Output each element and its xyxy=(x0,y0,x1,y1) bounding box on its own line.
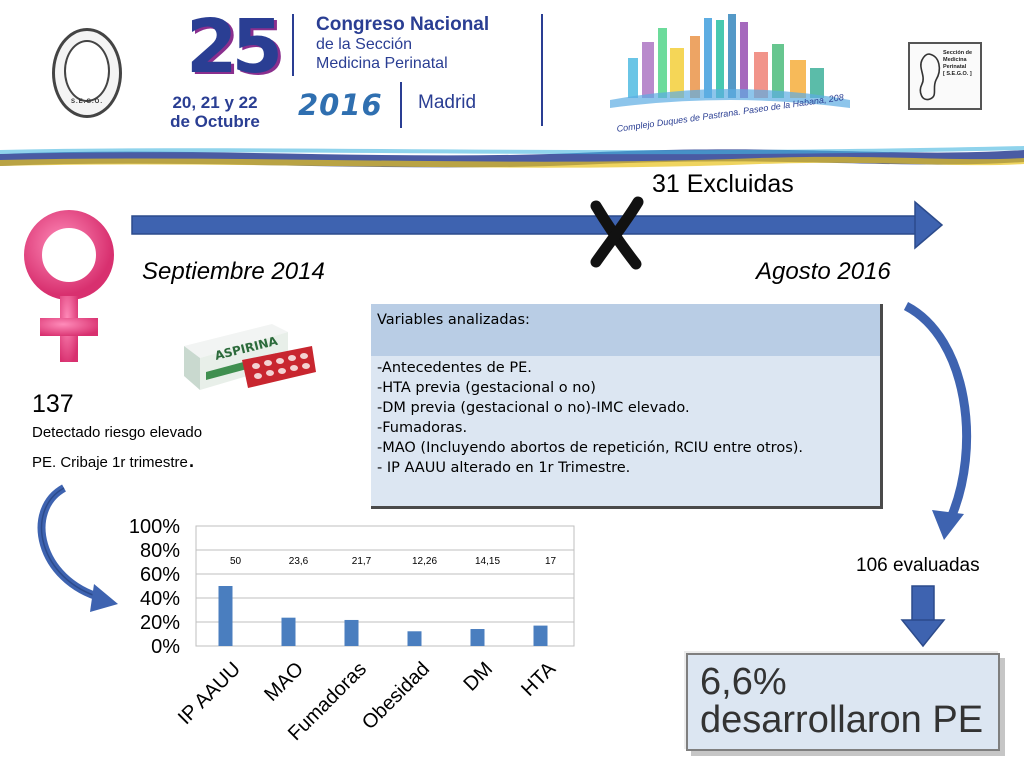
sego-seal-text: S.E.G.O. xyxy=(70,99,103,105)
variables-box: Variables analizadas: -Antecedentes de P… xyxy=(371,304,883,509)
result-text: 6,6% desarrollaron PE xyxy=(700,661,984,741)
madrid-skyline-illustration xyxy=(610,14,850,108)
timeline-end-label: Agosto 2016 xyxy=(756,258,891,285)
timeline-start-label: Septiembre 2014 xyxy=(142,258,325,285)
chart-bar xyxy=(470,629,485,646)
chart-bar xyxy=(344,619,359,646)
down-arrow xyxy=(900,585,946,648)
data-label: 14,15 xyxy=(475,556,500,567)
y-tick-label: 0% xyxy=(151,636,180,658)
banner-stripe xyxy=(0,146,1024,168)
y-tick-label: 100% xyxy=(129,516,180,538)
x-category-label: DM xyxy=(459,658,497,696)
variable-item: -DM previa (gestacional o no)-IMC elevad… xyxy=(377,400,690,416)
curved-arrow-right xyxy=(903,302,972,540)
evaluated-label: 106 evaluadas xyxy=(856,555,980,576)
event-city: Madrid xyxy=(418,92,477,113)
y-tick-label: 40% xyxy=(140,588,180,610)
data-label: 12,26 xyxy=(412,556,437,567)
variables-header: Variables analizadas: xyxy=(377,312,530,328)
y-tick-label: 20% xyxy=(140,612,180,634)
sego-seal-logo: S.E.G.O. xyxy=(52,28,122,118)
chart-bar xyxy=(407,631,422,646)
timeline-arrow xyxy=(131,200,944,250)
chart-bar xyxy=(281,617,296,646)
data-label: 21,7 xyxy=(352,556,372,567)
variable-item: -HTA previa (gestacional o no) xyxy=(377,380,596,396)
chart-bar xyxy=(533,625,548,646)
congress-title-block: Congreso Nacional de la Sección Medicina… xyxy=(316,14,490,72)
result-box: 6,6% desarrollaron PE xyxy=(686,653,1000,751)
event-year: 2016 xyxy=(298,88,383,122)
congress-title: Congreso Nacional xyxy=(316,14,490,35)
aspirin-box-icon: ASPIRINA xyxy=(184,324,316,390)
chart-plot-area xyxy=(195,525,575,647)
chart-bar xyxy=(218,586,233,646)
x-category-label: Obesidad xyxy=(358,658,434,734)
female-symbol-icon xyxy=(24,210,114,362)
variable-item: -MAO (Incluyendo abortos de repetición, … xyxy=(377,440,804,456)
section-logo-text: Sección de Medicina Perinatal [ S.E.G.O.… xyxy=(943,50,973,77)
cohort-description: Detectado riesgo elevado PE. Cribaje 1r … xyxy=(32,424,203,473)
curved-arrow-left xyxy=(37,484,118,612)
cross-mark-icon xyxy=(590,196,644,270)
x-category-label: MAO xyxy=(260,658,308,706)
event-dates: 20, 21 y 22 de Octubre xyxy=(170,93,260,131)
congress-banner: S.E.G.O. 25 20, 21 y 22 de Octubre Congr… xyxy=(0,0,1024,178)
x-category-label: IP AAUU xyxy=(174,658,245,729)
variable-item: - IP AAUU alterado en 1r Trimestre. xyxy=(377,460,631,476)
excluded-label: 31 Excluidas xyxy=(652,170,794,198)
data-label: 17 xyxy=(545,556,557,567)
data-label: 50 xyxy=(230,556,242,567)
variables-list: -Antecedentes de PE. -HTA previa (gestac… xyxy=(377,358,877,478)
x-category-label: HTA xyxy=(517,658,560,701)
y-tick-label: 80% xyxy=(140,540,180,562)
variable-item: -Fumadoras. xyxy=(377,420,468,436)
section-logo: Sección de Medicina Perinatal [ S.E.G.O.… xyxy=(908,42,982,110)
variable-item: -Antecedentes de PE. xyxy=(377,360,532,376)
event-number: 25 xyxy=(186,4,283,90)
y-tick-label: 60% xyxy=(140,564,180,586)
cohort-count: 137 xyxy=(32,390,74,418)
data-label: 23,6 xyxy=(289,556,309,567)
fetus-icon xyxy=(919,53,941,101)
